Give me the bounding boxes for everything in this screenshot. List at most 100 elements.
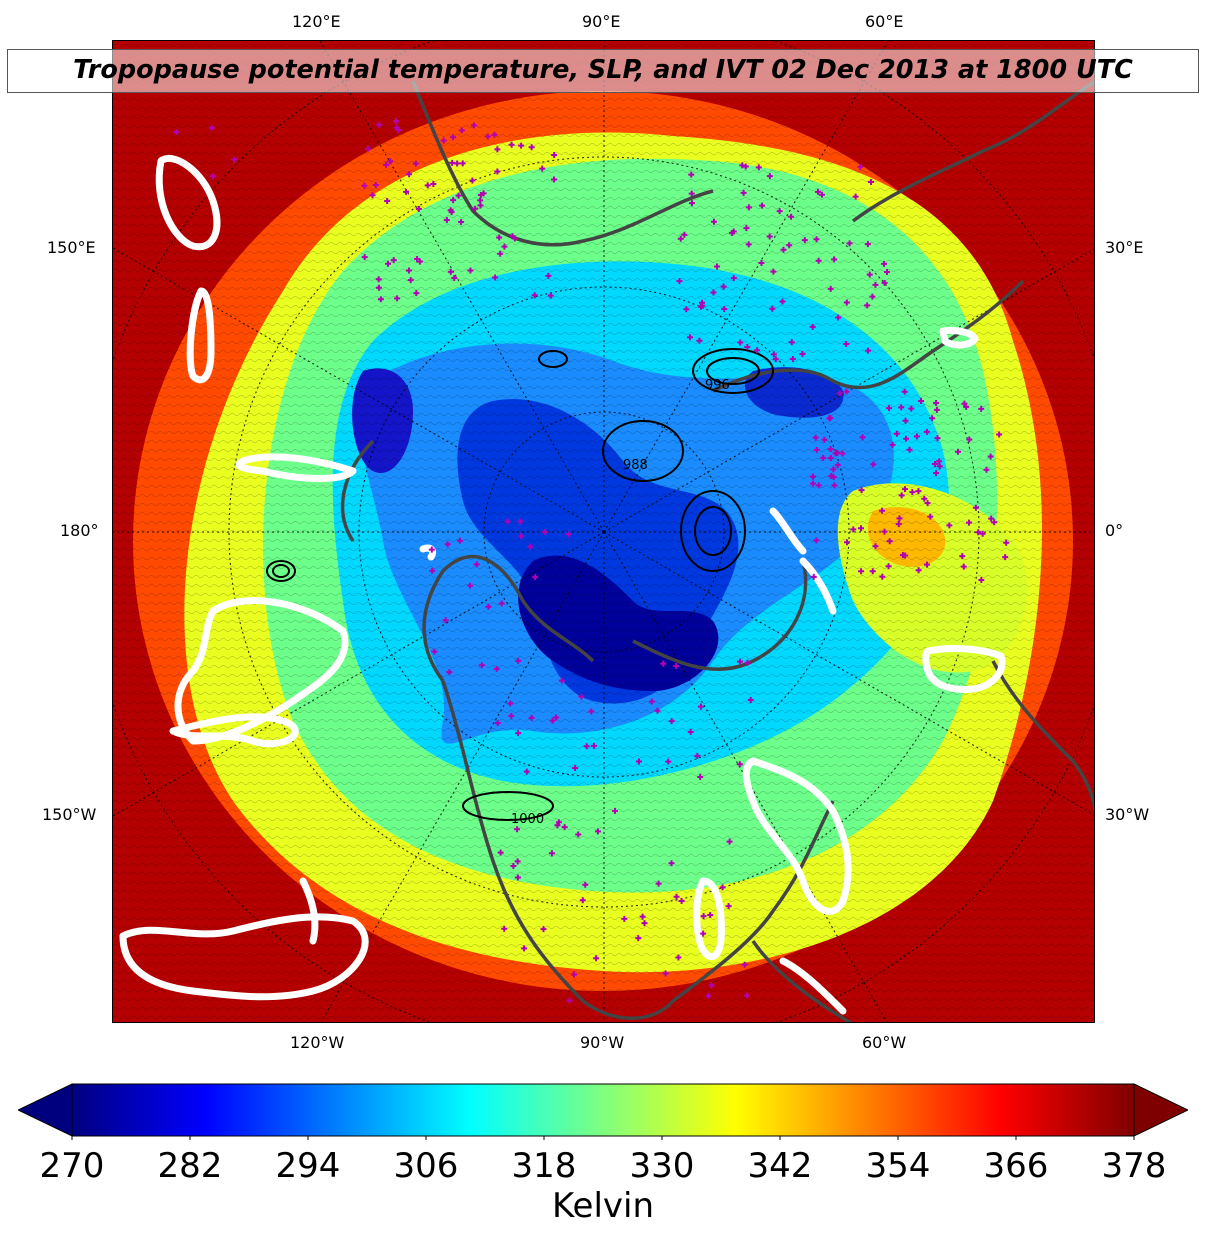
station-marker: [766, 173, 773, 180]
station-marker: [469, 177, 476, 184]
station-marker: [879, 507, 886, 514]
station-marker: [686, 334, 693, 341]
colorbar-tick-label: 342: [747, 1146, 813, 1186]
station-marker: [815, 257, 822, 264]
station-marker: [579, 897, 586, 904]
station-marker: [594, 828, 601, 835]
lon-label-right-0: 0°: [1105, 521, 1124, 540]
station-marker: [561, 824, 568, 831]
station-marker: [700, 913, 707, 920]
station-marker: [872, 281, 879, 288]
ivt-contours: [119, 154, 1006, 1015]
station-marker: [639, 913, 646, 920]
station-marker: [532, 574, 539, 581]
station-marker: [852, 193, 859, 200]
station-marker: [485, 603, 492, 610]
station-marker: [714, 263, 721, 270]
colorbar-tick-label: 378: [1101, 1146, 1167, 1186]
station-marker: [635, 758, 642, 765]
station-marker: [810, 573, 817, 580]
station-marker: [548, 850, 555, 857]
station-marker: [696, 337, 703, 344]
station-marker: [924, 500, 931, 507]
station-marker: [769, 305, 776, 312]
station-marker: [739, 162, 746, 169]
station-marker: [361, 182, 368, 189]
station-marker: [933, 399, 940, 406]
station-marker: [414, 255, 421, 262]
station-marker: [583, 743, 590, 750]
station-marker: [889, 441, 896, 448]
station-marker: [821, 436, 828, 443]
station-marker: [720, 283, 727, 290]
colorbar-tick-label: 270: [39, 1146, 105, 1186]
station-marker: [694, 752, 701, 759]
station-marker: [660, 660, 667, 667]
station-marker: [449, 159, 456, 166]
station-marker: [549, 717, 556, 724]
station-marker: [786, 242, 793, 249]
station-marker: [697, 773, 704, 780]
station-marker: [377, 296, 384, 303]
station-marker: [884, 268, 890, 275]
station-marker: [961, 400, 968, 407]
station-marker: [514, 858, 521, 865]
station-marker: [755, 164, 762, 171]
station-marker: [885, 563, 892, 570]
station-marker: [507, 700, 514, 707]
station-marker: [705, 992, 712, 999]
station-marker: [810, 480, 817, 487]
station-marker: [1002, 554, 1009, 561]
station-marker: [473, 561, 480, 568]
station-marker: [508, 712, 515, 719]
station-marker: [430, 181, 437, 188]
station-marker: [770, 268, 777, 275]
station-marker: [621, 915, 628, 922]
station-marker: [921, 495, 928, 502]
station-marker: [517, 518, 524, 525]
station-marker: [915, 488, 922, 495]
station-marker: [1003, 539, 1010, 546]
station-marker: [641, 920, 648, 927]
station-marker: [827, 455, 834, 462]
station-marker: [813, 537, 820, 544]
lon-label-left-150w: 150°W: [42, 805, 97, 824]
station-marker: [447, 207, 454, 214]
station-marker: [648, 698, 655, 705]
station-marker: [902, 435, 909, 442]
station-marker: [908, 405, 915, 412]
station-marker: [582, 881, 589, 888]
station-marker: [886, 405, 893, 412]
station-marker: [394, 295, 401, 302]
station-marker: [725, 903, 732, 910]
station-marker: [868, 178, 875, 185]
station-marker: [991, 519, 998, 526]
station-marker: [960, 563, 967, 570]
station-marker: [818, 191, 825, 198]
colorbar-tick-label: 366: [983, 1146, 1049, 1186]
station-marker: [611, 807, 618, 814]
station-marker: [809, 323, 816, 330]
station-marker: [827, 445, 834, 452]
station-marker: [772, 356, 779, 363]
station-marker: [665, 758, 672, 765]
station-marker: [936, 463, 943, 470]
station-marker: [918, 397, 925, 404]
station-marker: [510, 863, 517, 870]
station-marker: [635, 935, 642, 942]
station-marker: [514, 874, 521, 881]
station-marker: [407, 277, 414, 284]
station-marker: [846, 240, 853, 247]
station-marker: [547, 292, 554, 299]
station-marker: [896, 515, 903, 522]
station-marker: [963, 403, 970, 410]
station-marker: [528, 144, 535, 151]
station-marker: [895, 521, 902, 528]
slp-label-988: 988: [623, 458, 648, 473]
station-marker: [923, 428, 930, 435]
station-marker: [730, 275, 737, 282]
station-marker: [870, 461, 877, 468]
station-marker: [677, 235, 684, 242]
station-marker: [745, 204, 752, 211]
station-marker: [210, 173, 217, 180]
